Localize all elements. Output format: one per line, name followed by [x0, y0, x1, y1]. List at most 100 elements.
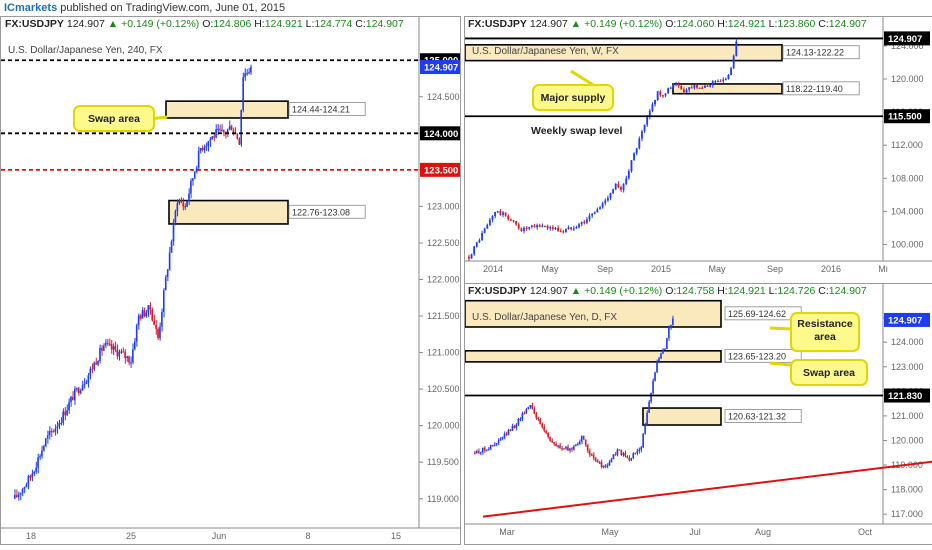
- low-label: L:: [305, 18, 315, 30]
- candle-body: [658, 358, 660, 362]
- symbol[interactable]: FX:USDJPY: [5, 18, 64, 30]
- candle-body: [222, 129, 225, 133]
- candle-body: [217, 128, 219, 131]
- callout-text: Swap area: [88, 113, 140, 125]
- y-tick-label: 120.500: [427, 384, 460, 394]
- candle-body: [585, 219, 588, 223]
- candle-body: [606, 197, 609, 201]
- candle-body: [580, 435, 583, 442]
- y-tick-label: 121.500: [427, 311, 460, 321]
- candle-body: [557, 227, 559, 231]
- candle-body: [124, 351, 126, 359]
- candle-body: [719, 80, 722, 83]
- x-tick-label: 2015: [651, 264, 671, 274]
- publish-info: published on TradingView.com, June 01, 2…: [60, 2, 286, 14]
- candle-body: [541, 225, 544, 227]
- candle-body: [528, 226, 531, 229]
- candle-body: [714, 81, 717, 83]
- candle-body: [489, 445, 492, 449]
- high-value: 124.921: [264, 18, 303, 30]
- candle-body: [651, 104, 654, 111]
- candle-body: [539, 419, 541, 424]
- chart-panel-h4[interactable]: FX:USDJPY 124.907 ▲ +0.149 (+0.12%) O:12…: [0, 16, 461, 545]
- up-arrow-icon: ▲: [570, 285, 582, 297]
- open-label: O:: [202, 18, 214, 30]
- candle-body: [33, 471, 35, 474]
- candle-body: [162, 290, 165, 312]
- candle-body: [477, 451, 480, 453]
- candle-body: [682, 89, 685, 93]
- brand-name[interactable]: ICmarkets: [4, 2, 58, 14]
- chart-svg-daily[interactable]: 125.000124.000123.000122.000121.000120.0…: [465, 284, 932, 544]
- candle-body: [499, 439, 502, 441]
- candle-body: [501, 437, 504, 440]
- chart-title: U.S. Dollar/Japanese Yen, 240, FX: [8, 45, 163, 56]
- candle-body: [475, 451, 478, 454]
- candle-body: [660, 353, 662, 359]
- x-tick-label: Mar: [499, 527, 515, 537]
- candle-body: [578, 441, 581, 444]
- candle-body: [614, 184, 617, 190]
- x-tick-label: Jun: [212, 531, 227, 541]
- price-tag-text: 124.907: [424, 63, 458, 74]
- candle-body: [486, 224, 489, 229]
- chart-panel-weekly[interactable]: FX:USDJPY 124.907 ▲ +0.149 (+0.12%) O:12…: [464, 16, 932, 284]
- candle-body: [512, 220, 515, 222]
- candle-body: [650, 392, 652, 402]
- symbol[interactable]: FX:USDJPY: [468, 18, 527, 30]
- candle-body: [664, 348, 666, 350]
- candle-body: [83, 383, 86, 386]
- candle-body: [588, 450, 591, 455]
- candle-body: [238, 138, 241, 145]
- candle-body: [612, 454, 615, 460]
- candle-body: [242, 77, 244, 110]
- candle-body: [75, 388, 78, 390]
- chart-header: FX:USDJPY 124.907 ▲ +0.149 (+0.12%) O:12…: [468, 18, 867, 30]
- price-axis: [883, 284, 932, 544]
- candle-body: [538, 225, 541, 227]
- zone-label: 122.76-123.08: [292, 207, 350, 217]
- x-tick-label: Jul: [689, 527, 701, 537]
- annotation-text: Weekly swap level: [531, 125, 623, 137]
- candle-body: [112, 346, 115, 350]
- candle-body: [513, 425, 516, 428]
- publish-bar: ICmarkets published on TradingView.com, …: [0, 0, 932, 16]
- candle-body: [551, 227, 554, 230]
- candle-body: [195, 167, 198, 172]
- candle-body: [564, 229, 567, 233]
- candle-body: [85, 381, 88, 384]
- candle-body: [58, 422, 61, 427]
- candle-body: [549, 437, 551, 441]
- y-tick-label: 120.000: [427, 421, 460, 431]
- candle-body: [495, 443, 498, 445]
- chart-svg-h4[interactable]: 125.000124.500124.000123.500123.000122.5…: [1, 17, 460, 544]
- candle-body: [487, 448, 490, 451]
- candle-body: [696, 84, 698, 88]
- candle-body: [151, 309, 153, 321]
- candle-body: [483, 228, 486, 234]
- chart-panel-daily[interactable]: FX:USDJPY 124.907 ▲ +0.149 (+0.12%) O:12…: [464, 283, 932, 545]
- y-tick-label: 121.000: [891, 411, 924, 421]
- candle-body: [680, 85, 683, 90]
- candle-body: [563, 448, 565, 450]
- candle-body: [612, 189, 615, 194]
- candle-body: [622, 183, 625, 190]
- candle-body: [525, 409, 528, 414]
- candle-body: [228, 126, 231, 130]
- candle-body: [39, 456, 41, 458]
- candle-body: [727, 74, 730, 80]
- open-value: 124.806: [213, 18, 252, 30]
- candle-body: [578, 224, 580, 228]
- chart-svg-weekly[interactable]: 124.000120.000116.000112.000108.000104.0…: [465, 17, 932, 283]
- price-tag-text: 124.907: [888, 315, 922, 326]
- callout-bubble: [532, 84, 614, 111]
- candle-body: [164, 276, 167, 291]
- price-axis: [419, 17, 460, 544]
- symbol[interactable]: FX:USDJPY: [468, 285, 527, 297]
- candle-body: [170, 241, 173, 253]
- candle-body: [664, 93, 667, 96]
- candle-body: [161, 311, 163, 327]
- candle-body: [87, 375, 90, 382]
- candle-body: [530, 225, 533, 227]
- candle-body: [625, 178, 628, 184]
